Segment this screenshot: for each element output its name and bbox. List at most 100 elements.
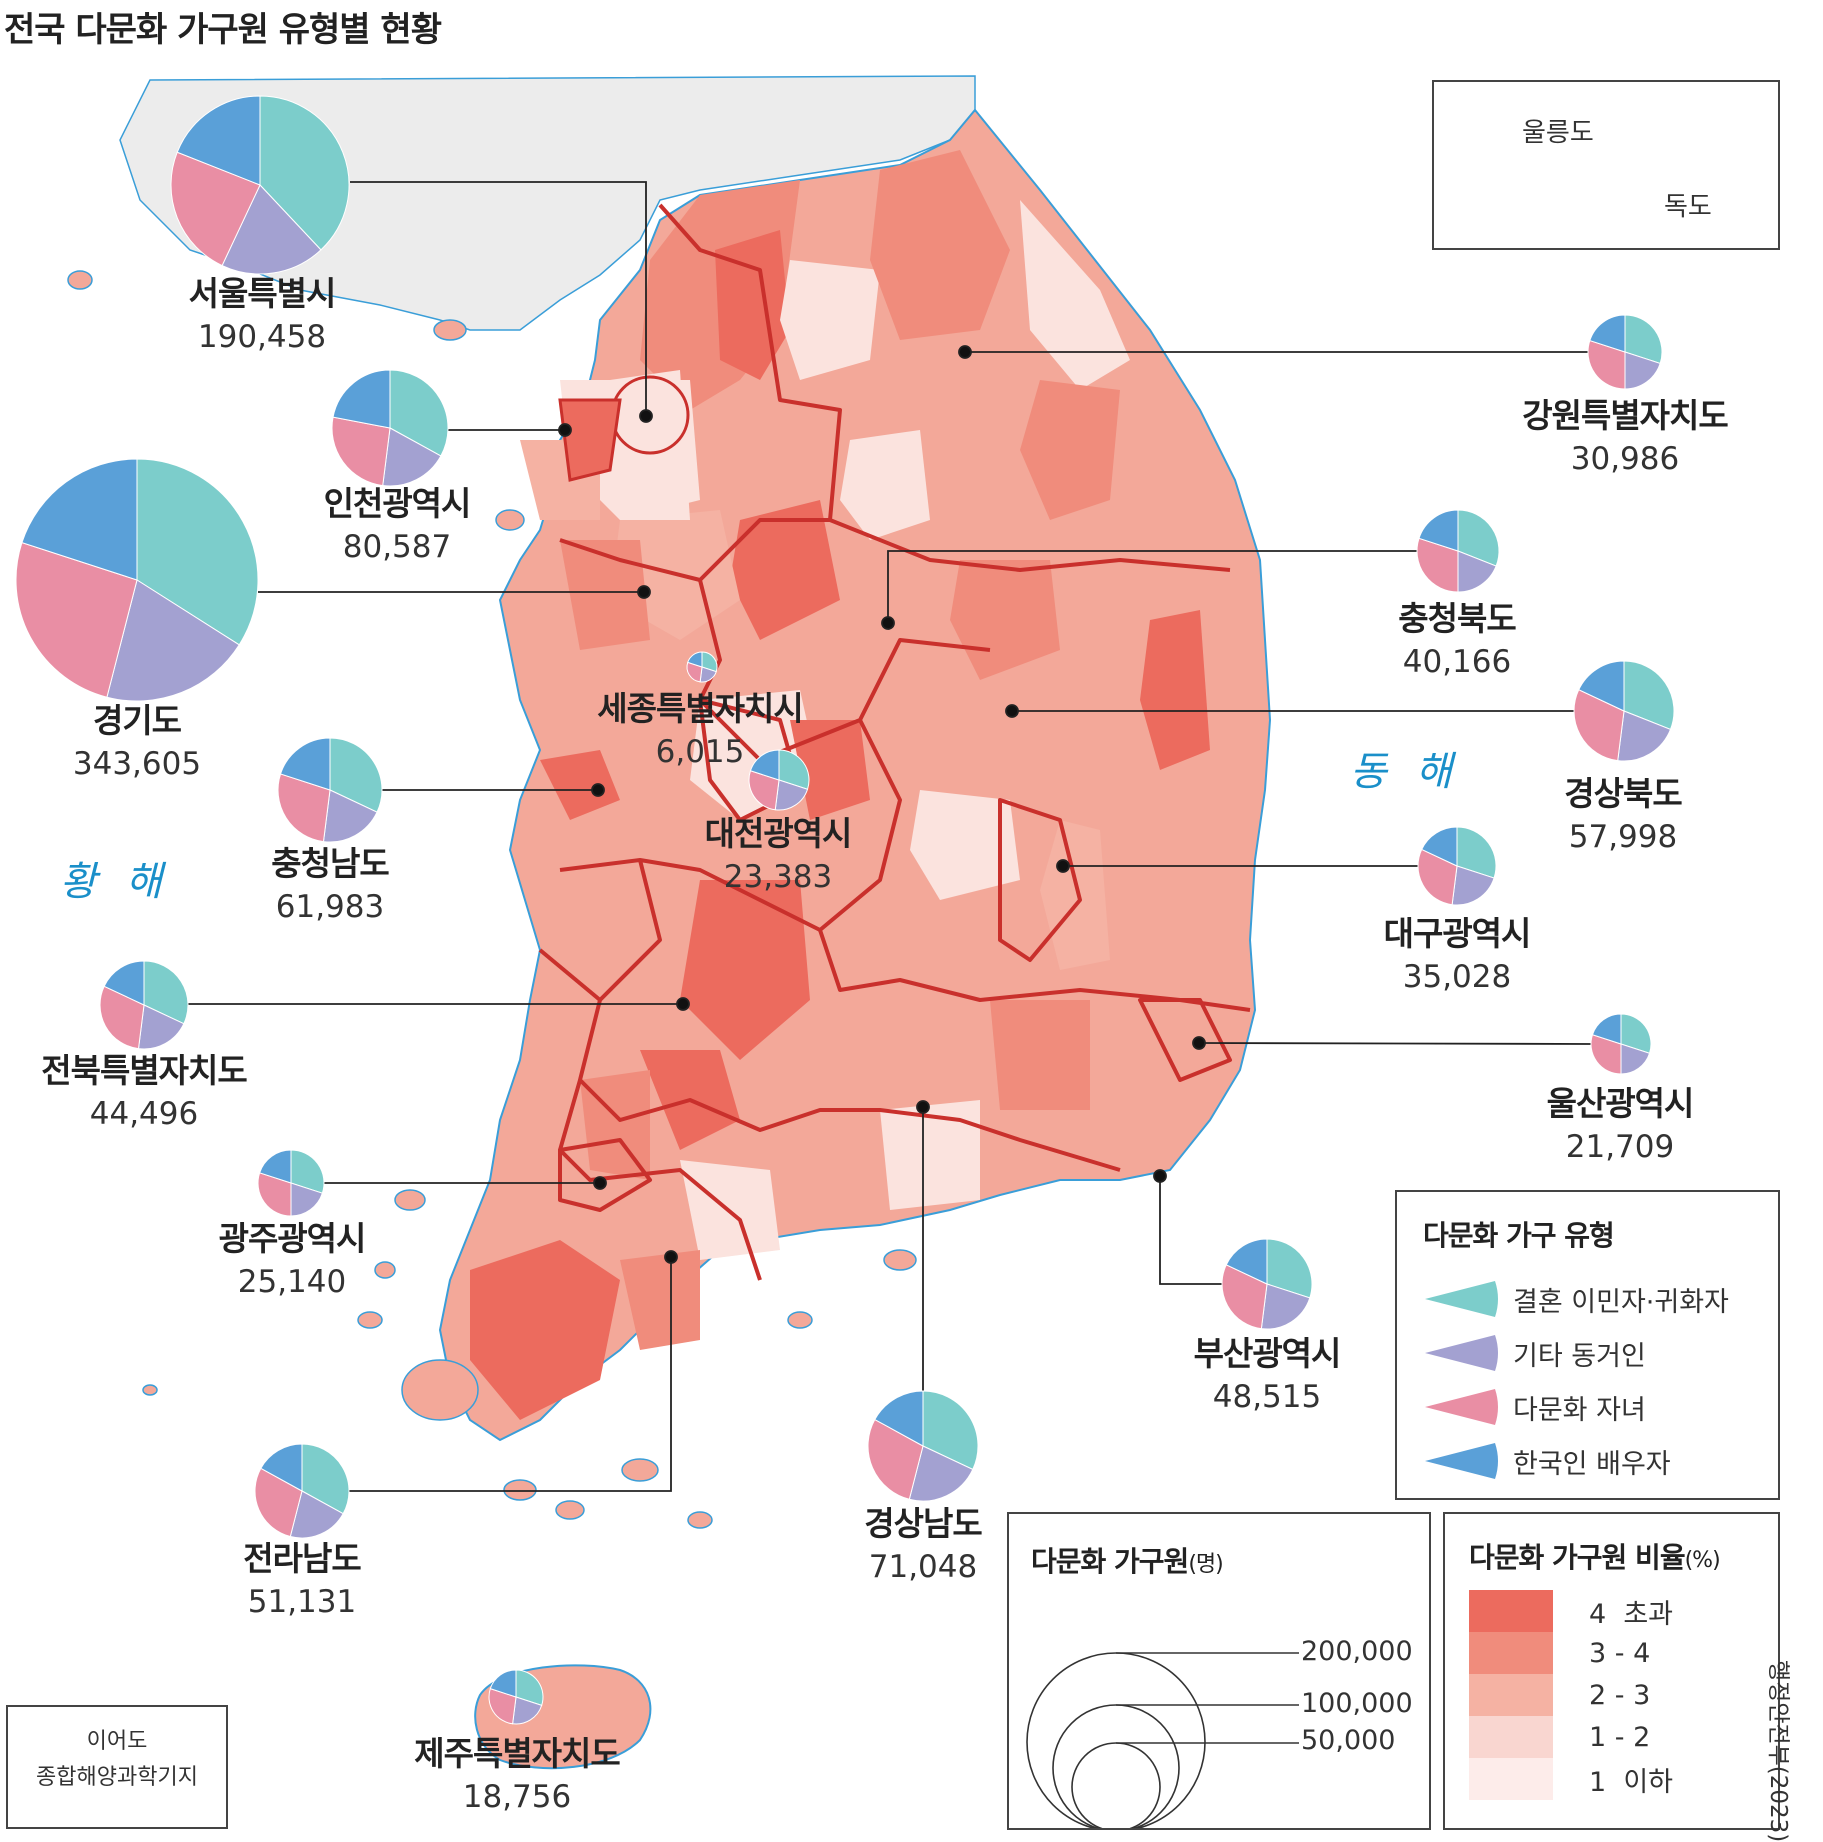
pie-slice bbox=[867, 1418, 924, 1500]
pie-slice bbox=[1587, 339, 1626, 390]
region-dot bbox=[664, 1250, 678, 1264]
pie-slice bbox=[1590, 1034, 1622, 1075]
legend-type-item: 다문화 자녀 bbox=[1423, 1380, 1778, 1434]
pie-slice bbox=[322, 789, 378, 843]
region-name: 세종특별자치시 bbox=[597, 689, 803, 728]
region-pie bbox=[686, 651, 718, 683]
region-value: 40,166 bbox=[1403, 644, 1511, 680]
region-pie bbox=[1417, 826, 1497, 906]
region-dot bbox=[593, 1176, 607, 1190]
pie-slice bbox=[290, 1182, 324, 1217]
legend-type-label: 결혼 이민자·귀화자 bbox=[1513, 1286, 1729, 1318]
region-dot bbox=[676, 997, 690, 1011]
region-value: 51,131 bbox=[248, 1584, 356, 1620]
region-name: 서울특별시 bbox=[189, 274, 336, 313]
pie-slice bbox=[15, 541, 138, 698]
wedge-icon bbox=[1425, 1389, 1498, 1425]
ieodo-line2: 종합해양과학기지 bbox=[36, 1765, 198, 1790]
pie-slice bbox=[103, 960, 145, 1006]
map-patch bbox=[680, 880, 810, 1060]
pie-slice bbox=[331, 416, 391, 487]
pie-slice bbox=[277, 773, 331, 843]
pie-slice bbox=[289, 1490, 344, 1539]
pie-slice bbox=[686, 661, 703, 683]
incheon-cluster bbox=[558, 398, 622, 482]
size-circle-200k bbox=[1026, 1652, 1206, 1828]
region-name: 강원특별자치도 bbox=[1522, 396, 1728, 435]
ratio-label: 1 이하 bbox=[1589, 1766, 1674, 1798]
legend-ratio-item: 1 - 2 bbox=[1469, 1716, 1778, 1758]
region-pie bbox=[1221, 1238, 1313, 1330]
region-name: 대구광역시 bbox=[1384, 914, 1531, 953]
region-pie bbox=[277, 737, 383, 843]
pie-slice bbox=[1620, 1043, 1651, 1075]
pie-slice bbox=[221, 184, 322, 275]
region-name: 충청남도 bbox=[271, 844, 389, 883]
region-value: 21,709 bbox=[1566, 1129, 1674, 1165]
pie-slice bbox=[170, 151, 261, 267]
region-pie bbox=[15, 458, 259, 702]
leader-line bbox=[1159, 1176, 1222, 1285]
ulleungdo-label: 울릉도 bbox=[1522, 118, 1594, 148]
region-labels: 서울특별시 190,458 인천광역시 80,587 경기도 343,605 세종특별자치시… bbox=[41, 274, 1729, 1815]
region-name: 경상남도 bbox=[864, 1504, 982, 1543]
region-value: 44,496 bbox=[90, 1096, 198, 1132]
region-pie bbox=[488, 1669, 544, 1725]
pie-slice bbox=[254, 1467, 303, 1538]
map-patch bbox=[730, 500, 840, 640]
size-circle-50k bbox=[1071, 1742, 1161, 1828]
map-patch bbox=[870, 150, 1010, 340]
region-value: 61,983 bbox=[276, 889, 384, 925]
map-patch bbox=[880, 1100, 980, 1210]
pie-slice bbox=[136, 458, 259, 646]
map-patch bbox=[470, 1240, 620, 1420]
region-pie bbox=[867, 1390, 979, 1502]
pie-slice bbox=[1573, 689, 1625, 762]
pie-slice bbox=[687, 651, 703, 668]
legend-size: 다문화 가구원(명) 200,000 100,000 50,000 bbox=[1007, 1512, 1431, 1830]
pie-slice bbox=[1418, 509, 1459, 552]
map-patch bbox=[1020, 380, 1120, 520]
size-label-200k: 200,000 bbox=[1301, 1636, 1413, 1667]
region-value: 18,756 bbox=[463, 1779, 571, 1815]
legend-size-title: 다문화 가구원(명) bbox=[1031, 1540, 1224, 1580]
inset-box: 울릉도 독도 bbox=[1432, 80, 1780, 250]
region-dot bbox=[1056, 859, 1070, 873]
region-name: 제주특별자치도 bbox=[414, 1734, 620, 1773]
region-name: 경상북도 bbox=[1564, 774, 1682, 813]
map-patch bbox=[1020, 200, 1130, 390]
map-patch bbox=[990, 1000, 1090, 1110]
map-patch bbox=[790, 720, 870, 820]
pie-slice bbox=[1421, 826, 1458, 867]
pie-slice bbox=[1578, 660, 1625, 712]
size-label-50k: 50,000 bbox=[1301, 1725, 1396, 1756]
islands-sw bbox=[67, 270, 917, 1529]
ieodo-line1: 이어도 bbox=[86, 1729, 148, 1754]
region-name: 광주광역시 bbox=[219, 1219, 366, 1258]
pie-slice bbox=[1624, 314, 1663, 365]
pie-charts bbox=[15, 95, 1675, 1725]
pie-slice bbox=[332, 369, 391, 429]
legend-type-item: 기타 동거인 bbox=[1423, 1326, 1778, 1380]
pie-slice bbox=[1221, 1264, 1268, 1330]
region-name: 충청북도 bbox=[1398, 599, 1516, 638]
size-label-100k: 100,000 bbox=[1301, 1688, 1413, 1719]
pie-slice bbox=[774, 779, 809, 811]
region-dot bbox=[558, 423, 572, 437]
region-value: 6,015 bbox=[656, 734, 745, 770]
legend-ratio-item: 3 - 4 bbox=[1469, 1632, 1778, 1674]
ratio-label: 4 초과 bbox=[1589, 1598, 1674, 1630]
ratio-swatch bbox=[1469, 1590, 1553, 1632]
pie-slice bbox=[874, 1390, 924, 1447]
wedge-icon bbox=[1425, 1281, 1498, 1317]
pie-slice bbox=[1624, 351, 1661, 390]
pie-slice bbox=[1225, 1238, 1268, 1285]
legend-type: 다문화 가구 유형 결혼 이민자·귀화자 기타 동거인 다문화 자녀 한국인 배우자 bbox=[1395, 1190, 1780, 1500]
pie-slice bbox=[1617, 710, 1672, 762]
region-value: 25,140 bbox=[238, 1264, 346, 1300]
map-patch bbox=[620, 1250, 700, 1350]
pie-slice bbox=[301, 1443, 350, 1515]
pie-slice bbox=[1266, 1238, 1313, 1299]
region-value: 48,515 bbox=[1213, 1379, 1321, 1415]
ratio-label: 3 - 4 bbox=[1589, 1637, 1651, 1669]
